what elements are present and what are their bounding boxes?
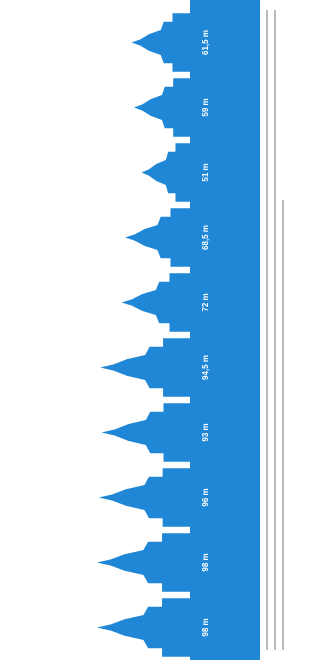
- tower-body: [173, 78, 191, 137]
- value-label: 94,5 m: [201, 355, 210, 380]
- chart: 98 m 98 m 96 m 93 m 94,5 m 72 m 68,5 m 51 m 59 m…: [0, 0, 293, 660]
- value-label: 93 m: [201, 423, 210, 441]
- value-label: 98 m: [201, 553, 210, 571]
- value-label: 98 m: [201, 618, 210, 636]
- value-label: 51 m: [201, 163, 210, 181]
- tower-body: [175, 143, 191, 202]
- footer-lines: [266, 10, 284, 650]
- value-label: 96 m: [201, 488, 210, 506]
- tower-body: [170, 208, 191, 267]
- tower-body: [172, 13, 191, 72]
- tower-body: [163, 468, 191, 527]
- value-label: 72 m: [201, 293, 210, 311]
- tower-body: [162, 533, 191, 592]
- value-label: 61,5 m: [201, 30, 210, 55]
- tower-body: [163, 403, 191, 462]
- tower-body: [163, 338, 191, 397]
- footer-text-line: [274, 10, 276, 650]
- footer-text-line: [282, 200, 284, 650]
- value-label: 68,5 m: [201, 225, 210, 250]
- value-label: 59 m: [201, 98, 210, 116]
- tower-body: [169, 273, 191, 332]
- footer-text-line: [266, 10, 268, 650]
- tower-body: [162, 598, 191, 657]
